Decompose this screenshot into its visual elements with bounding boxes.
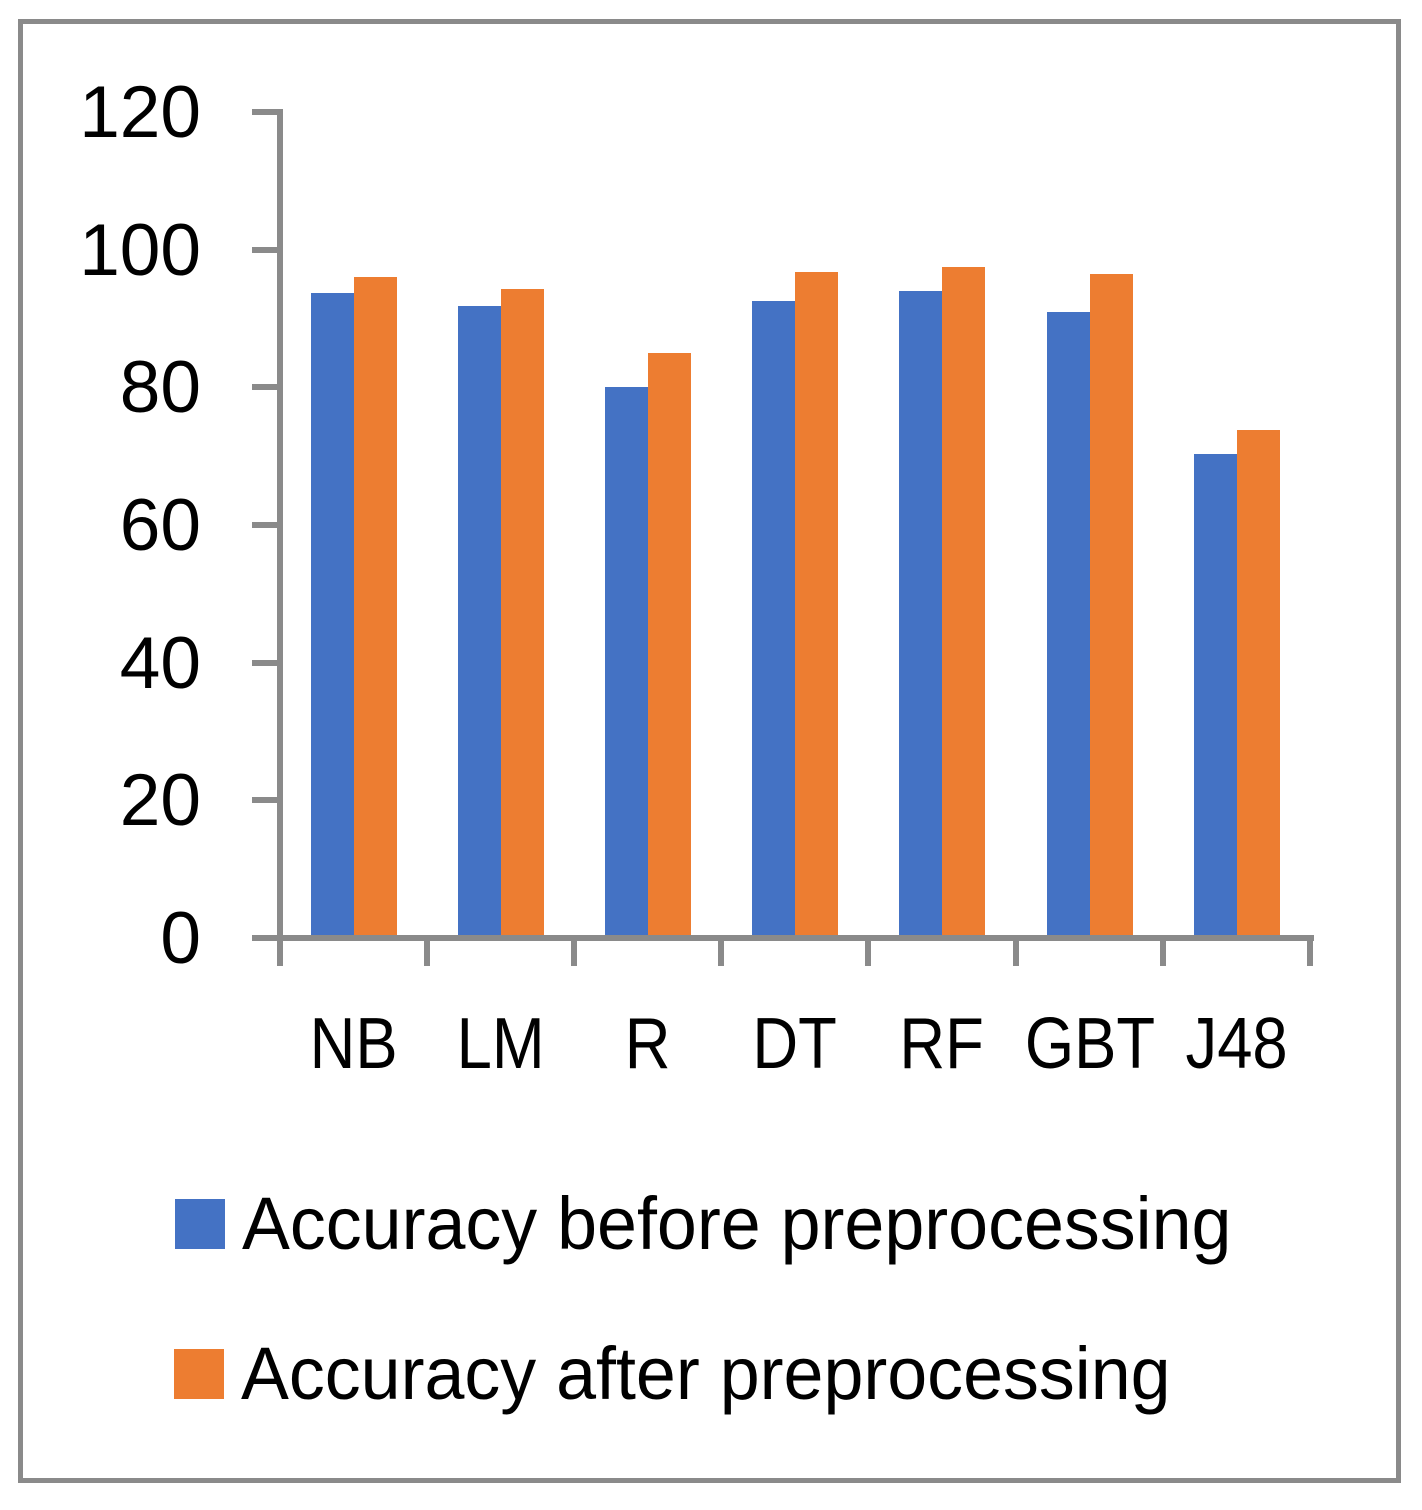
y-axis-tick-label: 120	[79, 72, 201, 153]
x-axis-tick	[865, 935, 872, 966]
legend-item-after: Accuracy after preprocessing	[174, 1336, 1199, 1412]
x-axis-tick	[1307, 935, 1313, 966]
x-axis-category-label-NB: NB	[309, 1004, 398, 1084]
legend-swatch-after	[174, 1349, 224, 1399]
x-axis-tick	[570, 935, 577, 966]
y-axis-tick	[252, 522, 280, 528]
legend-label-after: Accuracy after preprocessing	[241, 1332, 1171, 1415]
bar-after-DT	[795, 271, 839, 938]
y-axis-tick-label: 60	[119, 485, 201, 566]
y-axis-tick	[252, 797, 280, 804]
bar-after-J48	[1236, 430, 1280, 938]
x-axis-tick	[718, 935, 725, 966]
y-axis-tick	[252, 659, 280, 666]
x-axis-category-label-DT: DT	[752, 1004, 837, 1084]
x-axis-category-label-J48: J48	[1185, 1004, 1288, 1084]
bar-before-GBT	[1046, 311, 1090, 938]
x-axis-tick	[1012, 935, 1019, 966]
bar-after-GBT	[1089, 273, 1133, 938]
bar-after-R	[647, 352, 691, 938]
y-axis-tick-label: 40	[119, 622, 201, 704]
y-axis-tick-label: 100	[79, 209, 201, 291]
y-axis-tick	[252, 384, 280, 391]
bar-before-LM	[457, 306, 501, 938]
legend-label-before: Accuracy before preprocessing	[242, 1182, 1232, 1265]
x-axis-category-label-RF: RF	[899, 1004, 985, 1084]
legend-swatch-before	[175, 1199, 225, 1249]
bar-before-R	[604, 387, 648, 938]
bar-before-NB	[310, 293, 354, 938]
x-axis-line	[252, 935, 1314, 941]
bar-before-J48	[1193, 454, 1237, 938]
x-axis-tick	[423, 935, 430, 966]
figure-border	[18, 19, 1401, 1483]
y-axis-line	[277, 109, 283, 966]
y-axis-tick-label: 0	[160, 898, 201, 979]
y-axis-tick	[252, 246, 280, 253]
bar-before-RF	[899, 290, 943, 938]
x-axis-tick	[1159, 935, 1166, 966]
legend-item-before: Accuracy before preprocessing	[175, 1186, 1262, 1262]
y-axis-tick	[252, 109, 280, 115]
x-axis-category-label-LM: LM	[456, 1004, 545, 1084]
x-axis-category-label-R: R	[624, 1004, 671, 1084]
bar-after-NB	[353, 276, 397, 938]
bar-after-LM	[500, 288, 544, 938]
y-axis-tick-label: 20	[119, 760, 201, 842]
bar-before-DT	[752, 301, 796, 938]
y-axis-tick-label: 80	[119, 347, 201, 429]
bar-after-RF	[942, 266, 986, 938]
x-axis-category-label-GBT: GBT	[1024, 1004, 1155, 1084]
